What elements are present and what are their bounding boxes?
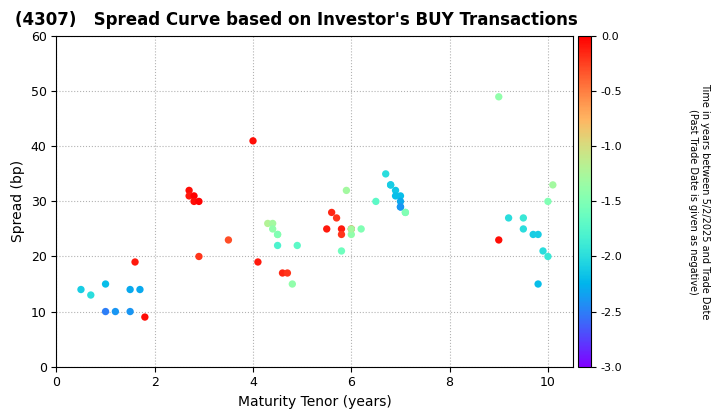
Point: [346, 231, 357, 238]
Point: [188, 192, 199, 199]
Point: [336, 248, 347, 255]
Point: [390, 187, 401, 194]
Point: [532, 231, 544, 238]
Point: [276, 270, 288, 276]
Point: [542, 198, 554, 205]
Point: [493, 236, 505, 243]
Point: [532, 281, 544, 287]
Point: [330, 215, 342, 221]
Point: [184, 192, 195, 199]
Point: [75, 286, 86, 293]
X-axis label: Maturity Tenor (years): Maturity Tenor (years): [238, 395, 392, 409]
Point: [130, 259, 141, 265]
Point: [262, 220, 274, 227]
Point: [493, 93, 505, 100]
Point: [336, 226, 347, 232]
Point: [109, 308, 121, 315]
Y-axis label: Time in years between 5/2/2025 and Trade Date
(Past Trade Date is given as negat: Time in years between 5/2/2025 and Trade…: [688, 83, 710, 320]
Point: [503, 215, 514, 221]
Point: [287, 281, 298, 287]
Point: [385, 181, 397, 188]
Point: [528, 231, 539, 238]
Point: [125, 308, 136, 315]
Point: [252, 259, 264, 265]
Point: [547, 181, 559, 188]
Point: [188, 198, 199, 205]
Point: [267, 226, 279, 232]
Point: [370, 198, 382, 205]
Point: [518, 226, 529, 232]
Point: [346, 226, 357, 232]
Point: [85, 291, 96, 298]
Point: [321, 226, 333, 232]
Point: [542, 253, 554, 260]
Point: [390, 192, 401, 199]
Y-axis label: Spread (bp): Spread (bp): [11, 160, 25, 242]
Point: [336, 231, 347, 238]
Point: [184, 187, 195, 194]
Point: [282, 270, 293, 276]
Point: [518, 215, 529, 221]
Text: (4307)   Spread Curve based on Investor's BUY Transactions: (4307) Spread Curve based on Investor's …: [15, 11, 578, 29]
Point: [222, 236, 234, 243]
Point: [395, 204, 406, 210]
Point: [100, 308, 112, 315]
Point: [100, 281, 112, 287]
Point: [247, 137, 258, 144]
Point: [341, 187, 352, 194]
Point: [380, 171, 392, 177]
Point: [395, 204, 406, 210]
Point: [193, 253, 204, 260]
Point: [272, 242, 284, 249]
Point: [400, 209, 411, 216]
Point: [537, 248, 549, 255]
Point: [134, 286, 145, 293]
Point: [267, 220, 279, 227]
Point: [139, 314, 150, 320]
Point: [385, 181, 397, 188]
Point: [125, 286, 136, 293]
Point: [292, 242, 303, 249]
Point: [400, 209, 411, 216]
Point: [272, 231, 284, 238]
Point: [346, 226, 357, 232]
Point: [395, 192, 406, 199]
Point: [272, 231, 284, 238]
Point: [395, 198, 406, 205]
Point: [356, 226, 367, 232]
Point: [193, 198, 204, 205]
Point: [326, 209, 338, 216]
